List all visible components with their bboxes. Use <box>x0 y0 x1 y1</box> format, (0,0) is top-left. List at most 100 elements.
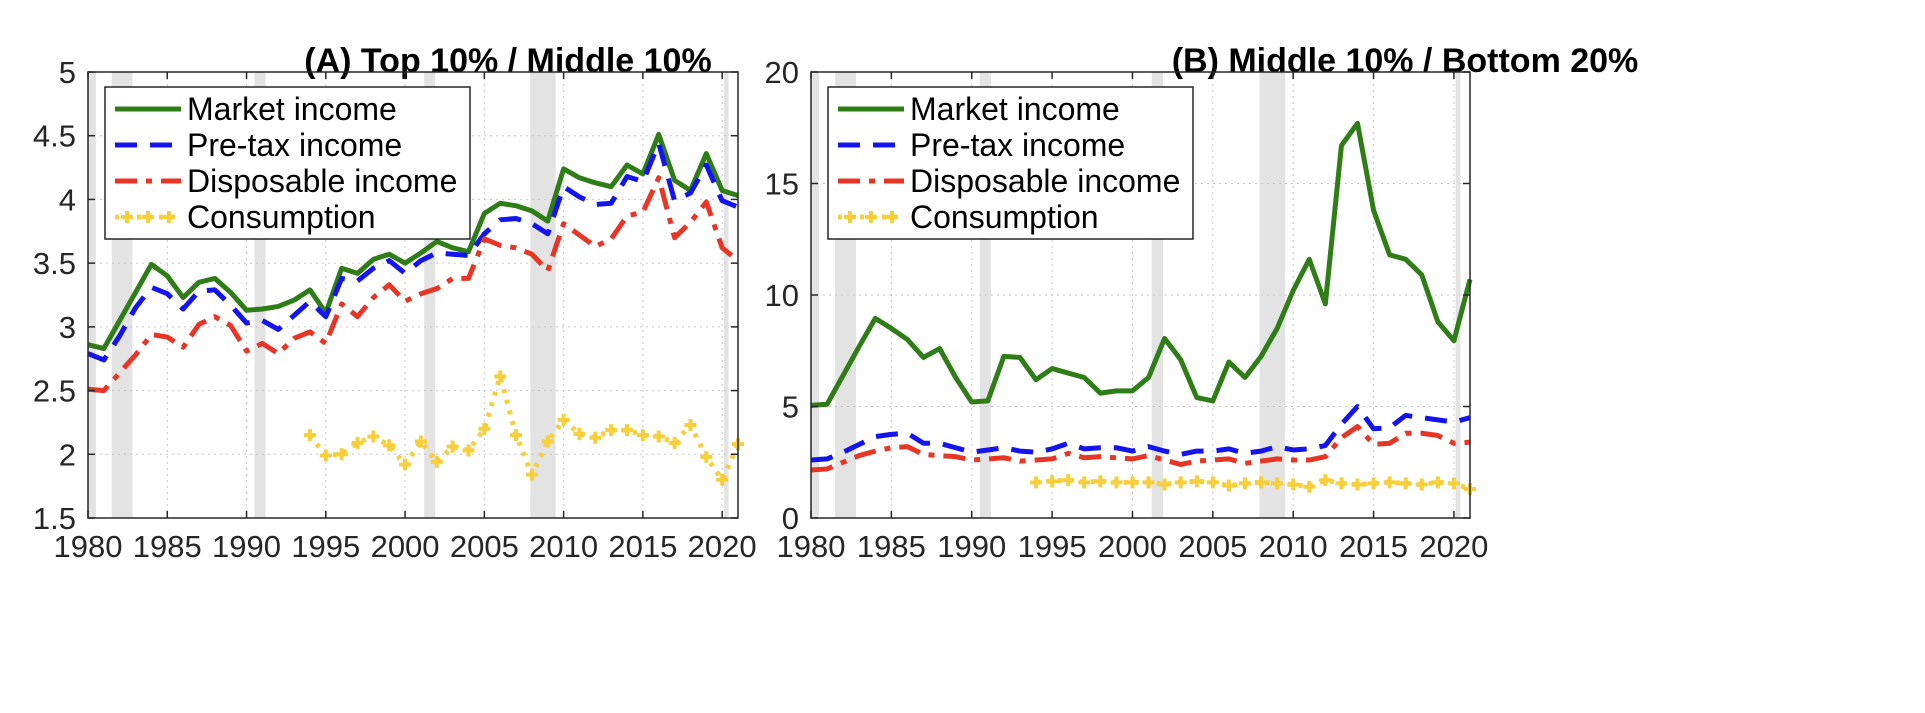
panel-a-y-tick-label: 5 <box>59 55 76 90</box>
panel-a-x-tick-label: 1980 <box>54 529 123 564</box>
panel-b-legend-label-consumption: Consumption <box>910 199 1099 235</box>
panel-b-x-tick-label: 2005 <box>1178 529 1247 564</box>
panel-a-recession-bands <box>88 72 729 518</box>
panel-b-consumption-marker <box>1415 478 1428 491</box>
panel-b-consumption-marker <box>1319 474 1332 487</box>
panel-a-title: (A) Top 10% / Middle 10% <box>304 42 711 80</box>
panel-a-consumption-marker <box>621 424 634 437</box>
panel-a-legend-marker <box>121 211 133 223</box>
panel-b-consumption-marker <box>1351 478 1364 491</box>
panel-b-x-tick-label: 2015 <box>1339 529 1408 564</box>
panel-b-consumption-marker <box>1431 476 1444 489</box>
panel-a-x-ticks: 1980 1985 1990 1995 2000 2005 2010 2015 2020 <box>54 72 757 564</box>
panel-b-series-market <box>810 120 1473 408</box>
panel-b-consumption-marker <box>1174 476 1187 489</box>
panel-a-legend-label-market: Market income <box>187 91 397 127</box>
panel-b-consumption-marker <box>1367 477 1380 490</box>
panel-b-consumption-marker <box>1383 476 1396 489</box>
panel-a-consumption-marker <box>462 444 475 457</box>
panel-b-consumption-marker <box>1078 476 1091 489</box>
panel-a-y-tick-label: 3 <box>59 310 76 345</box>
panel-b-consumption-marker <box>1142 476 1155 489</box>
panel-b-legend-label-pretax: Pre-tax income <box>910 127 1125 163</box>
panel-a-y-tick-label: 2 <box>59 437 76 472</box>
panel-a-consumption-marker <box>541 435 554 448</box>
panel-b-legend-label-market: Market income <box>910 91 1120 127</box>
panel-b-consumption-marker <box>1110 476 1123 489</box>
panel-b-consumption-marker <box>1447 477 1460 490</box>
panel-b-consumption-marker <box>1271 477 1284 490</box>
panel-a-x-tick-label: 1990 <box>212 529 281 564</box>
panel-b-consumption-marker <box>1190 475 1203 488</box>
panel-b-consumption-marker <box>1303 480 1316 493</box>
panel-b-consumption-marker <box>1335 477 1348 490</box>
panel-b-series-disposable <box>810 424 1471 473</box>
panel-a-legend-box <box>104 86 471 240</box>
panel-b-x-tick-label: 1995 <box>1018 529 1087 564</box>
panel-b-series-consumption <box>1035 477 1471 492</box>
panel-a-consumption-marker <box>319 449 332 462</box>
panel-a-x-tick-label: 2010 <box>529 529 598 564</box>
panel-a-consumption-marker <box>668 436 681 449</box>
panel-b-consumption-marker <box>1399 477 1412 490</box>
panel-a-y-ticks: 1.5 2 2.5 3 3.5 4 4.5 5 <box>33 55 738 536</box>
panel-a-recession-band <box>88 72 96 518</box>
panel-b-x-tick-label: 1990 <box>937 529 1006 564</box>
panel-a-series-disposable <box>87 175 740 394</box>
panel-b-consumption-marker <box>1062 474 1075 487</box>
panel-a-consumption-marker <box>303 429 316 442</box>
panel-a-series <box>87 131 744 486</box>
panel-a-legend-marker <box>142 211 154 223</box>
panel-a-consumption-marker <box>446 440 459 453</box>
panel-b-x-tick-label: 1985 <box>857 529 926 564</box>
panel-a-x-tick-label: 2015 <box>608 529 677 564</box>
panel-a-consumption-marker <box>684 418 697 431</box>
panel-a-consumption-marker <box>652 430 665 443</box>
panel-a-x-tick-label: 2000 <box>371 529 440 564</box>
panel-a-consumption-marker <box>478 422 491 435</box>
panel-b-y-tick-label: 10 <box>765 278 799 313</box>
panel-a-series-consumption <box>307 374 741 483</box>
panel-b-x-tick-label: 2000 <box>1098 529 1167 564</box>
panel-b-consumption-marker <box>1255 476 1268 489</box>
panel-a-consumption-marker <box>716 473 729 486</box>
panel-b-y-ticks: 0 5 10 15 20 <box>765 55 1470 536</box>
panel-b-y-tick-label: 15 <box>765 167 799 202</box>
panel-a-consumption-marker <box>335 448 348 461</box>
panel-a-consumption-marker <box>414 435 427 448</box>
panel-b-x-ticks: 1980 1985 1990 1995 2000 2005 2010 2015 2020 <box>777 72 1488 564</box>
panel-b-consumption-marker <box>1126 476 1139 489</box>
panel-a-consumption-marker <box>383 439 396 452</box>
panel-a-recession-band <box>723 72 729 518</box>
panel-a-consumption-marker <box>367 430 380 443</box>
panel-a-recession-band <box>424 72 436 518</box>
panel-b-consumption-marker <box>1238 477 1251 490</box>
panel-a-x-tick-label: 2020 <box>688 529 757 564</box>
panel-b-consumption-marker <box>1222 479 1235 492</box>
panel-a-recession-band <box>530 72 556 518</box>
panel-b-consumption-marker <box>1206 476 1219 489</box>
panel-a-consumption-marker <box>494 370 507 383</box>
panel-a-x-tick-label: 1995 <box>291 529 360 564</box>
panel-b-x-tick-label: 2010 <box>1259 529 1328 564</box>
panel-a-consumption-marker <box>605 424 618 437</box>
panel-b-consumption-marker <box>1030 476 1043 489</box>
panel-a-legend-label-consumption: Consumption <box>187 199 376 235</box>
panel-b-recession-band <box>1455 72 1461 518</box>
panel-b-series <box>810 120 1476 496</box>
panel-b-legend-box <box>827 86 1194 240</box>
panel-a-series-market <box>87 131 739 352</box>
panel-a-consumption-marker <box>351 436 364 449</box>
panel-a-y-tick-label: 2.5 <box>33 374 76 409</box>
panel-b-legend-marker <box>865 211 877 223</box>
panel-a-consumption-marker <box>557 413 570 426</box>
panel-b-legend-label-disposable: Disposable income <box>910 163 1180 199</box>
panel-b-legend-marker <box>886 211 898 223</box>
panel-b-title: (B) Middle 10% / Bottom 20% <box>1172 42 1639 80</box>
panel-b-recession-band <box>1151 72 1164 518</box>
panel-a-consumption-marker <box>510 429 523 442</box>
panel-a-axes-frame <box>87 71 739 519</box>
